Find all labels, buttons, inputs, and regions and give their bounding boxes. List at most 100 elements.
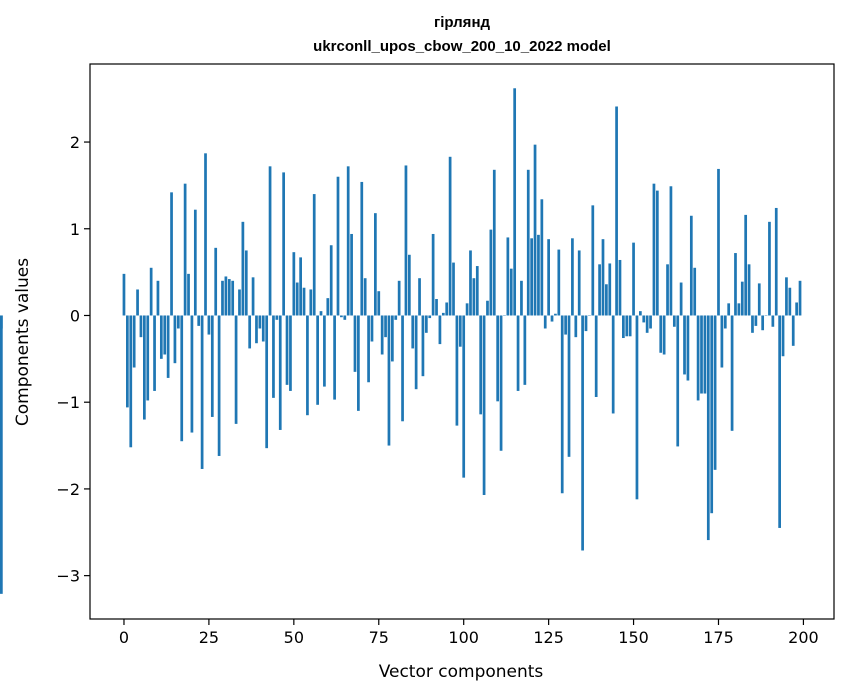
bar-72 bbox=[367, 315, 370, 383]
bar-196 bbox=[788, 287, 792, 316]
bar-124 bbox=[543, 315, 547, 329]
bar-101 bbox=[465, 303, 469, 316]
bar-6 bbox=[143, 315, 146, 420]
x-tick-label: 175 bbox=[703, 628, 734, 647]
bar-35 bbox=[241, 221, 245, 316]
bar-104 bbox=[475, 266, 479, 316]
bar-25 bbox=[207, 315, 211, 335]
x-tick-label: 0 bbox=[119, 628, 129, 647]
bar-185 bbox=[751, 315, 754, 333]
bar-115 bbox=[513, 88, 517, 316]
bar-187 bbox=[757, 283, 761, 316]
bar-65 bbox=[343, 315, 347, 320]
bar-150 bbox=[632, 242, 635, 316]
bar-27 bbox=[214, 247, 218, 316]
bar-154 bbox=[645, 315, 649, 333]
bar-88 bbox=[421, 315, 425, 377]
bar-193 bbox=[778, 315, 781, 528]
bar-30 bbox=[224, 276, 228, 316]
bar-168 bbox=[693, 267, 697, 316]
bar-63 bbox=[336, 176, 340, 316]
bar-48 bbox=[285, 315, 289, 385]
bar-153 bbox=[642, 315, 646, 323]
bar-4 bbox=[136, 289, 139, 316]
bar-117 bbox=[520, 280, 523, 316]
x-axis: 0 25 50 75 100 125 150 175 200 bbox=[119, 619, 819, 647]
bar-144 bbox=[611, 315, 615, 414]
x-tick-label: 200 bbox=[788, 628, 819, 647]
x-tick-label: 50 bbox=[284, 628, 304, 647]
bar-128 bbox=[557, 249, 561, 316]
bar-28 bbox=[217, 315, 221, 456]
bar-178 bbox=[727, 303, 731, 316]
bar-41 bbox=[261, 315, 265, 342]
bar-118 bbox=[523, 315, 527, 385]
bar-0 bbox=[122, 273, 126, 316]
bar-91 bbox=[431, 233, 435, 316]
bar-106 bbox=[482, 315, 486, 495]
bar-undefined bbox=[0, 315, 3, 329]
bar-3 bbox=[132, 315, 136, 368]
bar-116 bbox=[516, 315, 520, 391]
bar-51 bbox=[295, 282, 299, 316]
bar-175 bbox=[717, 168, 720, 316]
bar-107 bbox=[486, 300, 489, 316]
bar-80 bbox=[394, 315, 398, 320]
y-tick-label: −1 bbox=[56, 393, 80, 412]
bar-47 bbox=[282, 172, 285, 316]
bar-100 bbox=[462, 315, 466, 478]
bar-174 bbox=[713, 315, 717, 470]
bar-38 bbox=[251, 277, 255, 316]
bar-8 bbox=[149, 267, 153, 316]
bar-60 bbox=[326, 298, 330, 316]
bar-197 bbox=[791, 315, 795, 346]
bar-180 bbox=[734, 253, 737, 316]
bar-192 bbox=[774, 207, 778, 316]
bar-158 bbox=[659, 315, 663, 353]
bar-188 bbox=[761, 315, 765, 331]
bar-129 bbox=[560, 315, 564, 494]
bar-58 bbox=[319, 311, 323, 316]
bar-136 bbox=[584, 315, 588, 332]
bar-82 bbox=[401, 315, 404, 422]
bar-70 bbox=[360, 181, 364, 316]
bar-109 bbox=[492, 169, 496, 316]
bar-11 bbox=[159, 315, 163, 359]
bar-169 bbox=[696, 315, 700, 401]
bar-99 bbox=[458, 315, 462, 347]
bar-166 bbox=[686, 315, 690, 381]
bar-57 bbox=[316, 315, 319, 405]
bar-69 bbox=[357, 315, 360, 411]
bar-21 bbox=[193, 209, 197, 316]
bar-164 bbox=[679, 282, 683, 316]
bar-123 bbox=[540, 199, 544, 316]
bar-170 bbox=[700, 315, 703, 394]
y-tick-label: 2 bbox=[70, 133, 80, 152]
bar-61 bbox=[329, 245, 333, 316]
bar-155 bbox=[649, 315, 652, 329]
bar-177 bbox=[723, 315, 727, 329]
y-tick-label: 0 bbox=[70, 306, 80, 325]
bar-20 bbox=[190, 315, 194, 433]
bar-148 bbox=[625, 315, 629, 337]
bar-50 bbox=[292, 252, 296, 316]
bar-161 bbox=[669, 186, 673, 316]
bar-1 bbox=[126, 315, 129, 408]
bar-121 bbox=[533, 144, 537, 316]
bar-76 bbox=[380, 315, 384, 355]
bar-127 bbox=[554, 313, 557, 316]
bar-140 bbox=[598, 264, 601, 316]
bar-22 bbox=[197, 315, 201, 326]
bar-71 bbox=[363, 278, 367, 316]
bar-108 bbox=[489, 229, 493, 316]
bar-55 bbox=[309, 289, 313, 316]
bar-45 bbox=[275, 315, 279, 320]
bar-7 bbox=[146, 315, 150, 401]
bar-145 bbox=[615, 106, 618, 316]
bar-195 bbox=[785, 277, 788, 316]
bar-120 bbox=[530, 238, 533, 316]
bar-79 bbox=[391, 315, 394, 362]
bar-98 bbox=[455, 315, 459, 426]
bar-96 bbox=[448, 156, 452, 316]
